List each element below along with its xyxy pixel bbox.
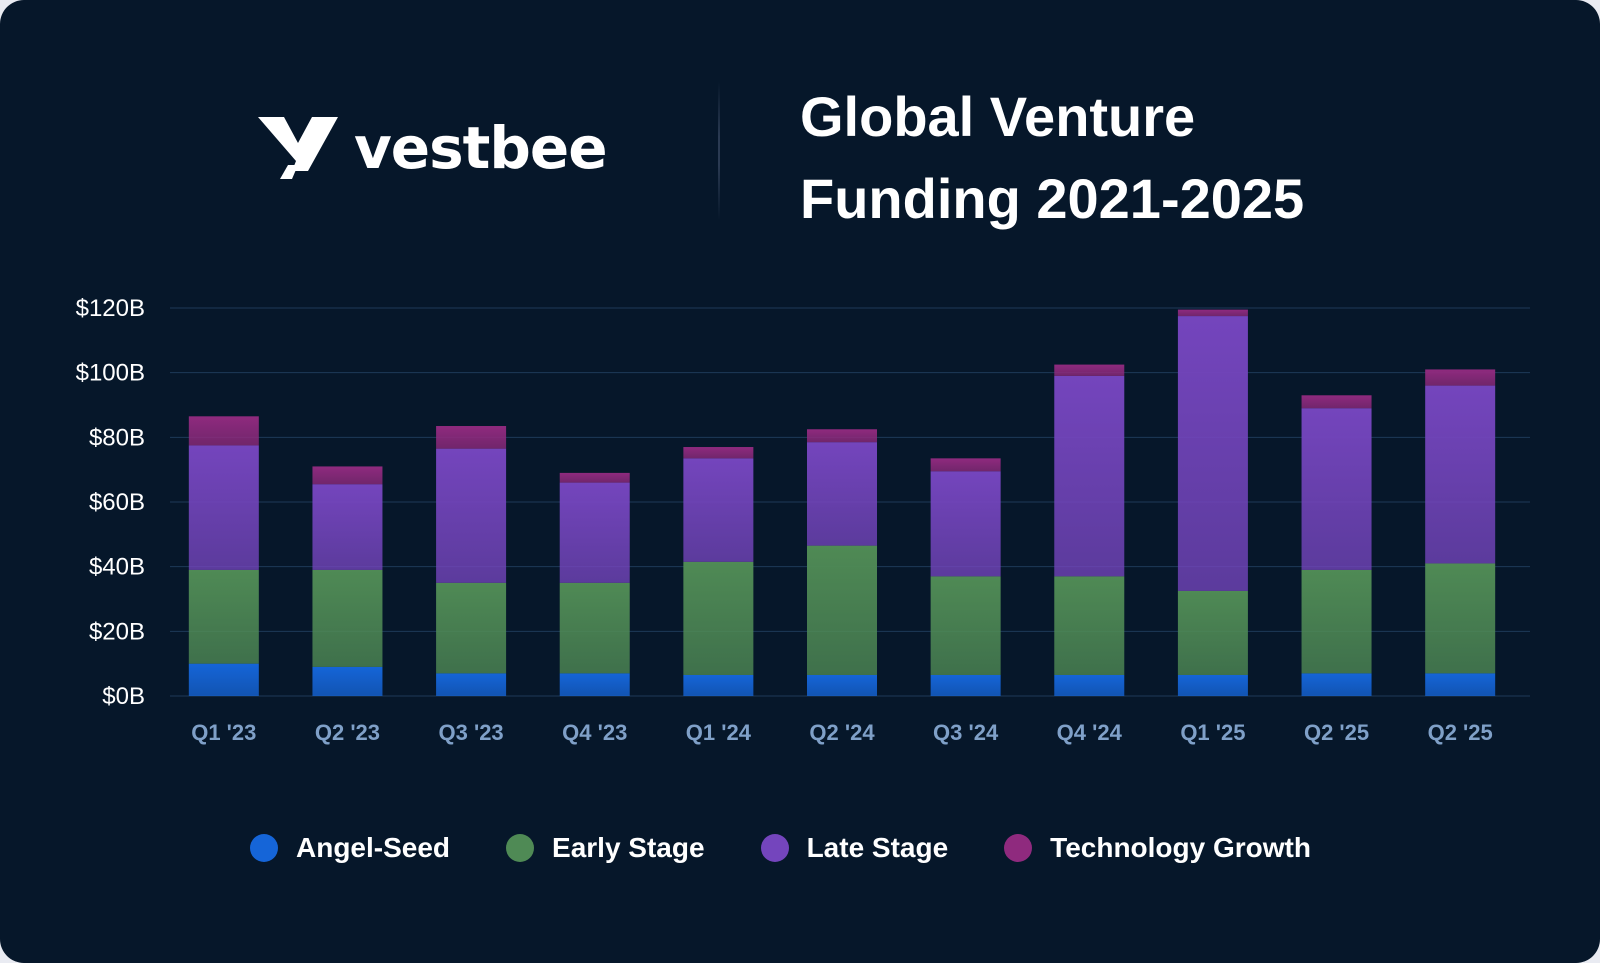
bar-segment [1301, 673, 1372, 696]
legend-swatch [1004, 834, 1033, 862]
bar-segment [683, 447, 754, 459]
bar-segment [930, 471, 1001, 577]
bar-segment [683, 458, 754, 562]
legend-label: Technology Growth [1050, 832, 1311, 863]
bar-segment [683, 674, 754, 696]
bar-segment [312, 666, 383, 696]
legend-item: Early Stage [506, 832, 705, 864]
bar-segment [1425, 385, 1496, 564]
legend-swatch [250, 834, 278, 862]
bar-segment [188, 569, 259, 664]
bar-segment [683, 561, 754, 675]
bar-segment [930, 576, 1001, 675]
bar-segment [1177, 674, 1248, 696]
bar-segment [188, 663, 259, 696]
y-tick-label: $40B [89, 554, 145, 581]
bar-segment [436, 448, 507, 583]
bar-segment [188, 416, 259, 446]
bar-segment [436, 426, 507, 449]
x-tick-label: Q2 '23 [315, 720, 380, 745]
bar-segment [930, 674, 1001, 696]
bar-segment [1054, 364, 1125, 376]
bar-segment [436, 673, 507, 696]
x-tick-label: Q1 '25 [1180, 720, 1245, 745]
y-tick-label: $100B [76, 360, 145, 387]
legend-item: Angel-Seed [250, 832, 450, 864]
bar-segment [1054, 375, 1125, 577]
bar-segment [1301, 395, 1372, 409]
bar-segment [807, 429, 877, 443]
bar-segment [1054, 576, 1125, 675]
legend-item: Late Stage [760, 832, 949, 864]
bar-segment [1425, 563, 1496, 674]
bar-segment [930, 458, 1001, 472]
x-tick-label: Q2 '25 [1304, 720, 1369, 745]
x-tick-label: Q3 '24 [933, 720, 999, 745]
legend-item: Technology Growth [1004, 832, 1311, 864]
header-divider [718, 82, 720, 220]
bar-segment [312, 466, 383, 485]
bar-segment [436, 582, 507, 674]
y-tick-label: $80B [89, 424, 145, 451]
chart-legend: Angel-Seed Early Stage Late Stage Technolog… [250, 828, 1367, 868]
brand-logo: vestbee [258, 108, 608, 188]
bar-segment [1301, 408, 1372, 570]
x-tick-label: Q4 '24 [1057, 720, 1123, 745]
x-tick-label: Q1 '24 [686, 720, 752, 745]
bar-segment [188, 445, 259, 570]
legend-label: Early Stage [552, 832, 705, 863]
bar-segment [312, 484, 383, 570]
title-line-1: Global Venture [800, 85, 1196, 148]
legend-swatch [760, 834, 789, 862]
bar-segment [807, 545, 877, 675]
y-tick-label: $0B [102, 683, 145, 710]
bar-segment [312, 569, 383, 667]
x-tick-label: Q2 '25 [1428, 720, 1493, 745]
brand-name: vestbee [354, 114, 608, 182]
x-tick-label: Q1 '23 [191, 720, 256, 745]
bar-segment [1425, 673, 1496, 696]
x-tick-label: Q2 '24 [809, 720, 875, 745]
y-tick-label: $60B [89, 489, 145, 516]
legend-label: Angel-Seed [296, 832, 451, 863]
legend-swatch [506, 834, 535, 862]
legend-label: Late Stage [806, 832, 949, 863]
y-tick-label: $20B [89, 618, 145, 645]
vestbee-y-logo-icon [258, 117, 338, 179]
bar-segment [1054, 674, 1125, 696]
x-tick-label: Q4 '23 [562, 720, 627, 745]
bar-segment [1301, 569, 1372, 674]
y-tick-label: $120B [76, 295, 145, 322]
bar-segment [559, 582, 630, 674]
bar-segment [559, 673, 630, 696]
title-line-2: Funding 2021-2025 [800, 167, 1305, 230]
bar-segment [1177, 316, 1248, 591]
bar-segment [1425, 369, 1496, 386]
bar-segment [807, 442, 877, 546]
bar-segment [559, 482, 630, 583]
bar-segment [1177, 309, 1248, 317]
page-title: Global Venture Funding 2021-2025 [800, 76, 1500, 240]
bar-segment [807, 674, 877, 696]
x-tick-label: Q3 '23 [439, 720, 504, 745]
bar-segment [559, 472, 630, 483]
bar-segment [1177, 590, 1248, 675]
